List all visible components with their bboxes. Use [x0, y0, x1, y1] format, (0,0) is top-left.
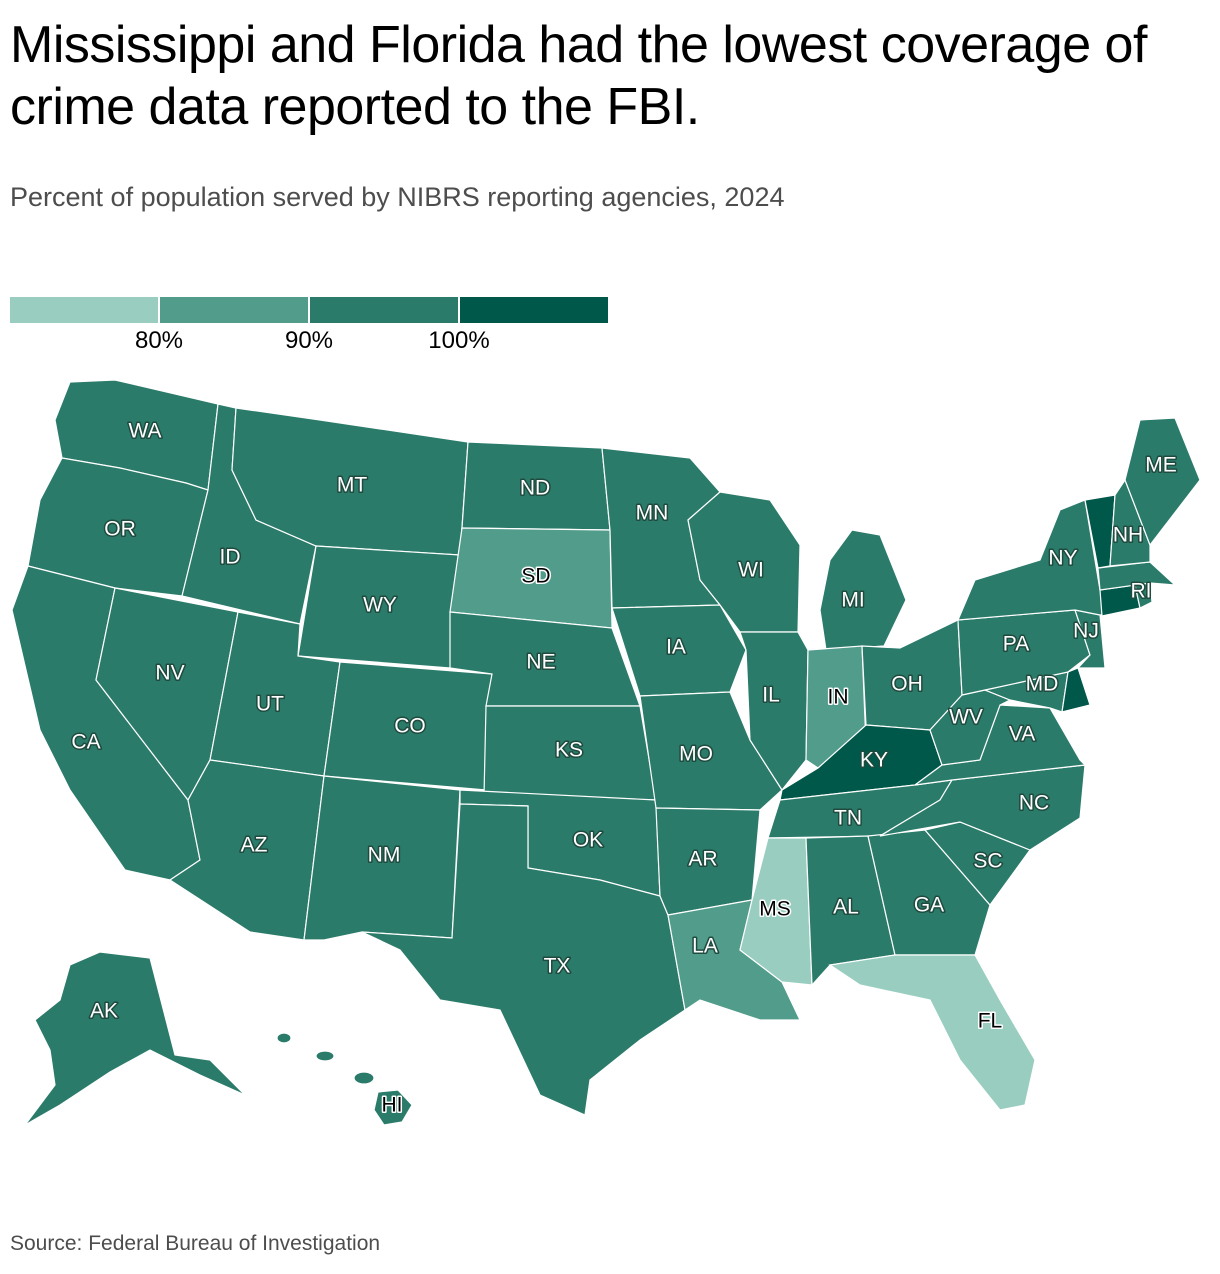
label-md: MD — [1026, 673, 1059, 696]
label-ak: AK — [90, 1000, 118, 1023]
label-or: OR — [104, 518, 136, 541]
state-ga[interactable] — [867, 829, 991, 956]
label-ar: AR — [688, 848, 717, 871]
label-ga: GA — [914, 894, 944, 917]
legend-swatch-bin-2 — [310, 297, 458, 323]
label-co: CO — [394, 715, 426, 738]
label-pa: PA — [1003, 633, 1029, 656]
label-tx: TX — [544, 955, 571, 978]
label-ky: KY — [860, 749, 888, 772]
label-nh: NH — [1113, 524, 1143, 547]
state-hi-kauai[interactable] — [276, 1032, 292, 1044]
state-ia[interactable] — [611, 604, 747, 697]
label-ia: IA — [666, 636, 686, 659]
legend-swatch-bin-1 — [160, 297, 308, 323]
label-la: LA — [692, 935, 718, 958]
label-il: IL — [762, 684, 780, 707]
label-ri: RI — [1131, 580, 1152, 603]
label-mi: MI — [841, 589, 864, 612]
source-note: Source: Federal Bureau of Investigation — [10, 1232, 381, 1255]
label-nv: NV — [155, 662, 184, 685]
label-ut: UT — [256, 693, 284, 716]
label-oh: OH — [891, 673, 923, 696]
label-nc: NC — [1019, 792, 1049, 815]
label-az: AZ — [241, 834, 268, 857]
label-mo: MO — [679, 743, 713, 766]
state-il[interactable] — [739, 631, 809, 792]
legend-tick-80: 80% — [134, 327, 184, 354]
legend-swatch-bin-3 — [460, 297, 608, 323]
chart-subtitle: Percent of population served by NIBRS re… — [10, 182, 785, 212]
label-me: ME — [1145, 454, 1177, 477]
label-nd: ND — [520, 477, 550, 500]
label-ok: OK — [573, 829, 603, 852]
state-tx[interactable] — [361, 803, 686, 1116]
label-ny: NY — [1048, 547, 1077, 570]
us-states-map: WA OR CA ID NV MT WY UT AZ CO NM ND SD N… — [11, 379, 1201, 1126]
label-hi: HI — [382, 1094, 403, 1117]
state-fl[interactable] — [828, 954, 1036, 1111]
state-mi[interactable] — [819, 529, 907, 651]
state-hi-oahu[interactable] — [315, 1050, 335, 1062]
label-sc: SC — [973, 850, 1002, 873]
label-wy: WY — [363, 594, 397, 617]
label-ne: NE — [526, 651, 555, 674]
legend-swatch-bin-0 — [10, 297, 158, 323]
label-ms: MS — [759, 898, 791, 921]
label-mn: MN — [636, 502, 669, 525]
label-va: VA — [1009, 723, 1035, 746]
legend-tick-100: 100% — [428, 327, 490, 354]
label-al: AL — [833, 896, 859, 919]
state-hi[interactable] — [373, 1089, 413, 1126]
label-mt: MT — [337, 474, 367, 497]
legend-tick-90: 90% — [284, 327, 334, 354]
state-ny[interactable] — [957, 499, 1132, 621]
label-sd: SD — [521, 565, 550, 588]
state-nh[interactable] — [1109, 478, 1151, 567]
state-ak[interactable] — [24, 951, 246, 1126]
label-wv: WV — [949, 706, 983, 729]
label-ca: CA — [71, 731, 100, 754]
state-hi-maui[interactable] — [353, 1071, 375, 1085]
color-legend: 80% 90% 100% — [10, 297, 610, 357]
chart-title: Mississippi and Florida had the lowest c… — [10, 16, 1147, 136]
label-id: ID — [220, 546, 241, 569]
label-nj: NJ — [1073, 620, 1099, 643]
label-wi: WI — [738, 559, 764, 582]
label-nm: NM — [368, 844, 401, 867]
label-tn: TN — [834, 807, 862, 830]
state-me[interactable] — [1124, 417, 1201, 547]
state-de[interactable] — [1061, 667, 1091, 713]
label-ks: KS — [555, 739, 583, 762]
label-fl: FL — [978, 1010, 1003, 1033]
label-in: IN — [828, 686, 849, 709]
label-wa: WA — [128, 420, 161, 443]
